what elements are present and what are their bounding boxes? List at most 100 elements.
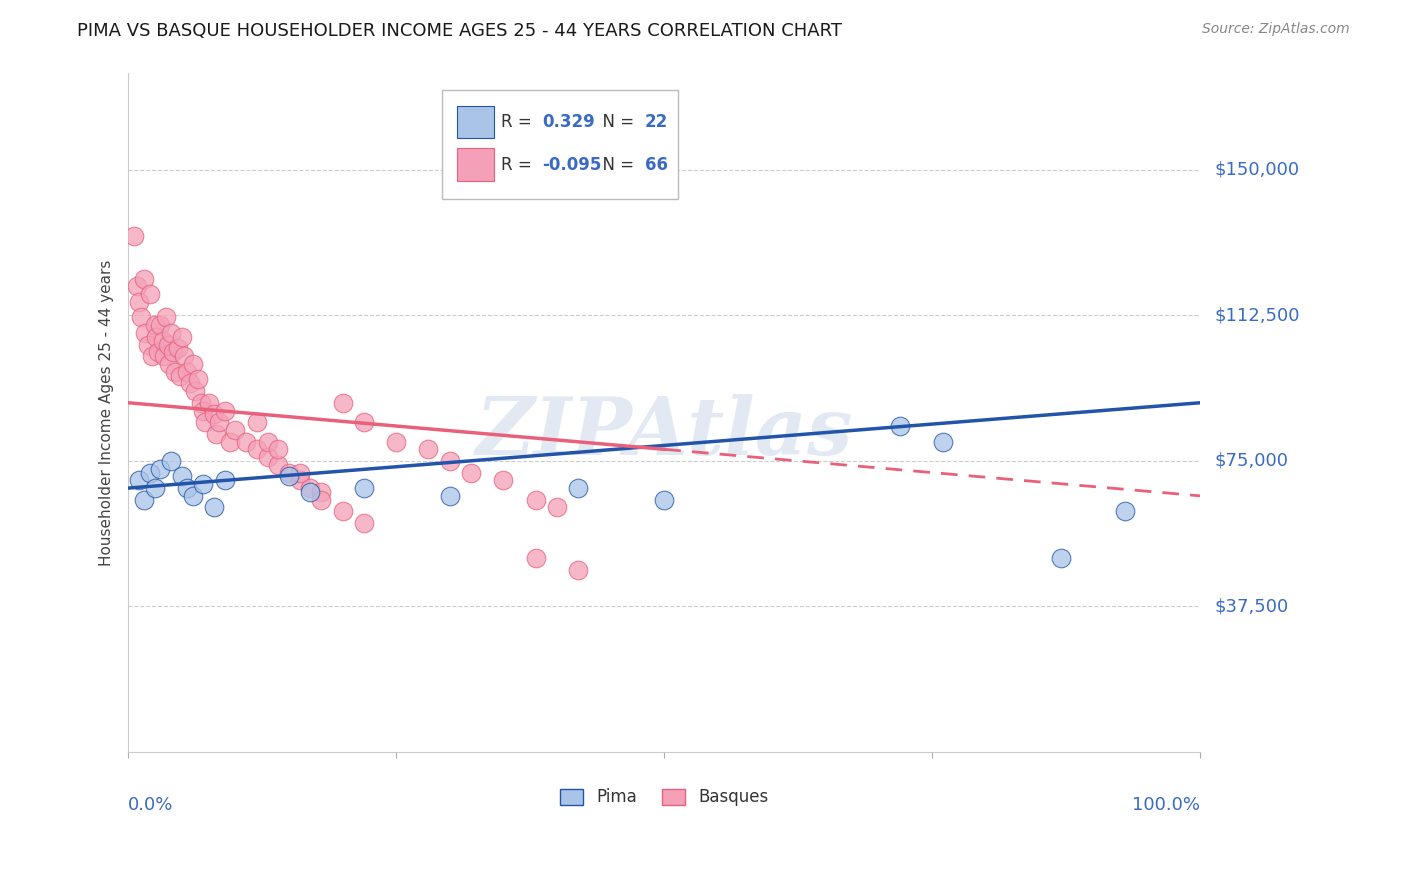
Legend: Pima, Basques: Pima, Basques (553, 781, 776, 813)
Point (134, 492, 156, 507)
Point (138, 466, 160, 480)
Text: 0.0%: 0.0% (128, 796, 173, 814)
Point (170, 469, 193, 483)
Point (128, 473, 150, 487)
Text: R =: R = (502, 113, 537, 131)
Point (165, 365, 187, 379)
Point (332, 504, 354, 518)
Point (160, 326, 183, 340)
Point (155, 310, 177, 325)
Point (181, 357, 204, 371)
Point (128, 294, 150, 309)
Point (197, 396, 219, 410)
Point (143, 481, 166, 495)
Text: -0.095: -0.095 (543, 155, 602, 174)
Text: $150,000: $150,000 (1215, 161, 1299, 179)
Point (460, 466, 482, 480)
Point (176, 365, 198, 379)
Point (353, 481, 375, 495)
Point (256, 434, 278, 449)
Point (299, 481, 322, 495)
Point (143, 318, 166, 333)
Point (224, 423, 246, 437)
Text: 66: 66 (645, 155, 668, 174)
Point (353, 516, 375, 530)
Point (122, 228, 145, 243)
Point (546, 500, 568, 515)
Point (353, 415, 375, 429)
Text: Source: ZipAtlas.com: Source: ZipAtlas.com (1202, 22, 1350, 37)
Text: $75,000: $75,000 (1215, 452, 1288, 470)
Point (439, 489, 461, 503)
Point (208, 415, 231, 429)
FancyBboxPatch shape (457, 148, 494, 181)
Point (309, 492, 332, 507)
Y-axis label: Householder Income Ages 25 - 44 years: Householder Income Ages 25 - 44 years (100, 260, 114, 566)
Point (567, 481, 589, 495)
Point (889, 419, 911, 434)
Point (418, 442, 440, 457)
Point (202, 500, 225, 515)
Point (194, 415, 217, 429)
Point (141, 349, 163, 363)
Point (492, 473, 515, 487)
Point (152, 334, 174, 348)
Point (1050, 550, 1073, 565)
FancyBboxPatch shape (457, 105, 494, 138)
Point (193, 403, 215, 417)
Point (385, 434, 408, 449)
Point (288, 466, 311, 480)
Point (524, 550, 547, 565)
Point (205, 426, 228, 441)
Point (145, 330, 167, 344)
Point (652, 492, 675, 507)
Point (524, 492, 547, 507)
Point (176, 481, 198, 495)
Point (183, 384, 205, 398)
Point (278, 466, 301, 480)
Point (193, 477, 215, 491)
Text: PIMA VS BASQUE HOUSEHOLDER INCOME AGES 25 - 44 YEARS CORRELATION CHART: PIMA VS BASQUE HOUSEHOLDER INCOME AGES 2… (77, 22, 842, 40)
Point (932, 434, 955, 449)
Point (246, 415, 269, 429)
Point (149, 461, 172, 475)
Text: N =: N = (592, 155, 640, 174)
Point (214, 403, 236, 417)
Point (190, 396, 212, 410)
Point (439, 454, 461, 468)
Point (169, 368, 191, 383)
Point (267, 458, 290, 472)
Point (219, 434, 242, 449)
Point (134, 326, 156, 340)
Point (156, 337, 179, 351)
Point (148, 345, 170, 359)
Point (235, 434, 257, 449)
Point (166, 342, 188, 356)
Point (567, 563, 589, 577)
Point (187, 372, 209, 386)
Text: 0.329: 0.329 (543, 113, 595, 131)
Point (267, 442, 290, 457)
Text: $112,500: $112,500 (1215, 307, 1299, 325)
Point (288, 473, 311, 487)
Point (138, 287, 160, 301)
Text: 22: 22 (645, 113, 668, 131)
Point (136, 337, 159, 351)
Point (246, 442, 269, 457)
Text: 100.0%: 100.0% (1132, 796, 1201, 814)
Point (157, 357, 180, 371)
Point (179, 376, 201, 391)
Point (162, 345, 184, 359)
Point (332, 396, 354, 410)
Text: N =: N = (592, 113, 640, 131)
Point (170, 330, 193, 344)
Point (181, 489, 204, 503)
Point (1114, 504, 1136, 518)
Point (134, 271, 156, 285)
Point (214, 473, 236, 487)
FancyBboxPatch shape (443, 90, 678, 199)
Point (202, 408, 225, 422)
Point (309, 485, 332, 500)
Point (125, 279, 148, 293)
Text: $37,500: $37,500 (1215, 598, 1288, 615)
